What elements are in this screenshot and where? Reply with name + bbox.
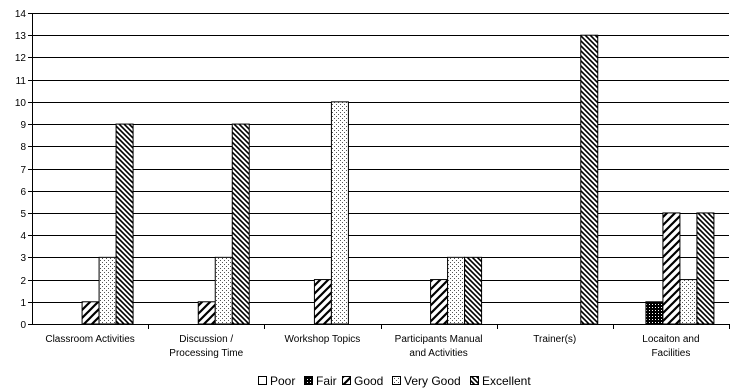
y-tick-label: 12 xyxy=(15,53,27,64)
legend-swatch-fair xyxy=(304,376,313,385)
x-category-label: Classroom Activities xyxy=(45,334,134,345)
bar-good xyxy=(430,279,449,325)
y-tick-label: 14 xyxy=(15,9,27,20)
legend-swatch-very-good xyxy=(392,376,401,385)
x-category-label: Discussion / xyxy=(179,334,233,345)
legend-label: Very Good xyxy=(404,374,461,388)
y-tick-label: 11 xyxy=(16,76,27,87)
legend-swatch-poor xyxy=(258,376,267,385)
grid-lines xyxy=(32,13,729,303)
bar-excellent xyxy=(231,123,250,325)
bar-fair xyxy=(645,301,664,325)
bar-good xyxy=(197,301,216,325)
legend-label: Fair xyxy=(316,374,337,388)
y-tick-label: 8 xyxy=(20,142,26,153)
legend-swatch-excellent xyxy=(470,376,479,385)
y-tick-label: 13 xyxy=(15,31,27,42)
y-tick-label: 7 xyxy=(20,165,26,176)
legend-swatch-good xyxy=(342,376,351,385)
y-tick-label: 6 xyxy=(20,187,26,198)
y-tick-label: 0 xyxy=(20,320,26,331)
bar-very-good xyxy=(447,256,466,325)
y-tick-label: 2 xyxy=(20,276,26,287)
x-category-labels: Classroom Activities Discussion / Processi… xyxy=(45,334,699,359)
y-tick-label: 10 xyxy=(15,98,27,109)
bar-excellent xyxy=(115,123,134,325)
legend: Poor Fair Good Very Good Excellent xyxy=(258,374,531,388)
axes xyxy=(28,13,730,329)
bar-very-good xyxy=(98,256,117,325)
x-category-label: Processing Time xyxy=(169,348,243,359)
y-tick-label: 4 xyxy=(20,231,26,242)
x-category-label: Participants Manual xyxy=(395,334,483,345)
y-tick-label: 5 xyxy=(20,209,26,220)
bar-excellent xyxy=(464,256,483,325)
bar-very-good xyxy=(679,279,698,325)
y-tick-label: 1 xyxy=(20,298,26,309)
bar-very-good xyxy=(330,101,349,325)
bar-good xyxy=(81,301,100,325)
bar-good xyxy=(662,212,681,325)
legend-label: Poor xyxy=(270,374,295,388)
y-tick-label: 9 xyxy=(20,120,26,131)
bar-excellent xyxy=(696,212,715,325)
legend-label: Excellent xyxy=(482,374,531,388)
bar-excellent xyxy=(580,34,599,325)
x-category-label: Locaiton and xyxy=(642,334,699,345)
y-tick-label: 3 xyxy=(20,253,26,264)
x-category-label: Workshop Topics xyxy=(285,334,361,345)
bar-good xyxy=(313,279,332,325)
x-category-label: Facilities xyxy=(651,348,690,359)
legend-label: Good xyxy=(354,374,383,388)
bar-very-good xyxy=(214,256,233,325)
x-category-label: Trainer(s) xyxy=(533,334,576,345)
x-category-label: and Activities xyxy=(409,348,467,359)
